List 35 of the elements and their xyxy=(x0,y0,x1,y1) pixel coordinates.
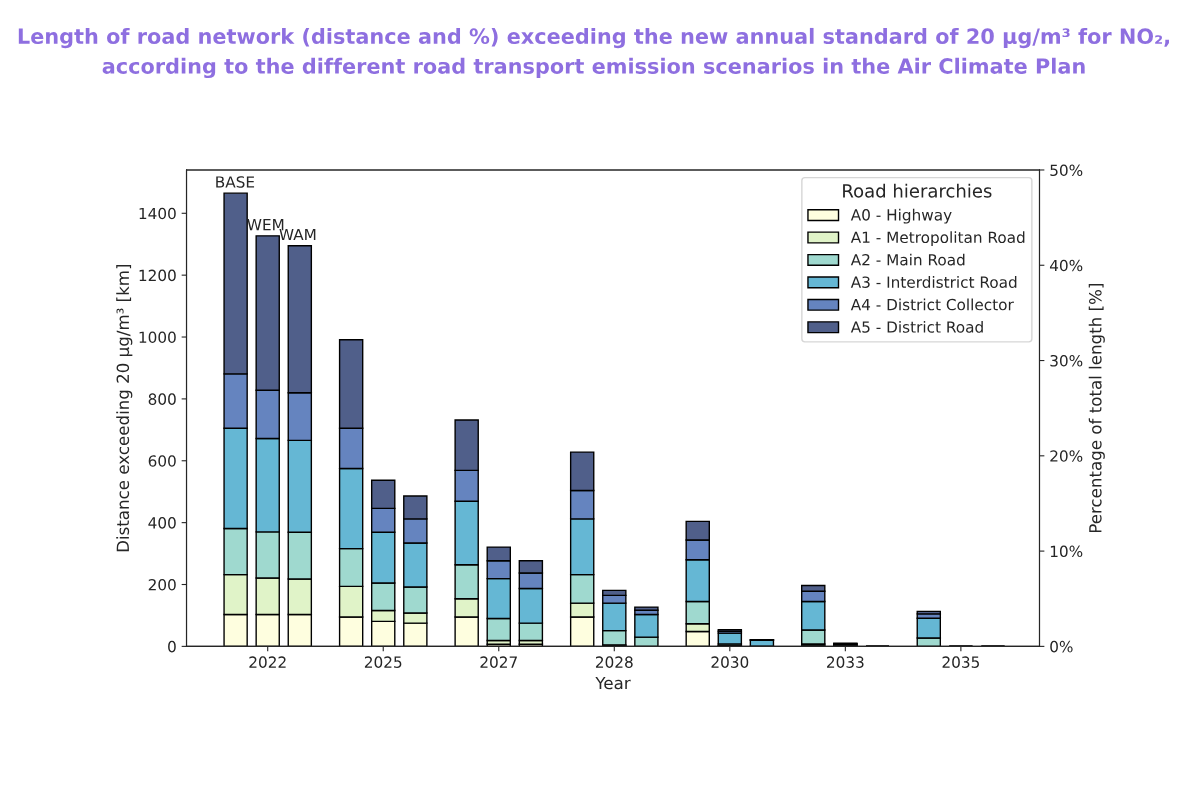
y2-tick-label: 30% xyxy=(1050,355,1083,367)
legend-label: A1 - Metropolitan Road xyxy=(850,231,1025,247)
annotation: WAM xyxy=(279,228,316,241)
x-tick-label: 2028 xyxy=(595,656,633,668)
legend-label: A3 - Interdistrict Road xyxy=(850,276,1017,288)
y-tick-label: 1200 xyxy=(139,269,176,282)
y-tick-label: 400 xyxy=(148,517,176,529)
y-tick-label: 0 xyxy=(168,640,176,653)
y-tick-label: 1400 xyxy=(139,207,176,220)
legend-title: Road hierarchies xyxy=(843,183,992,198)
x-tick-label: 2030 xyxy=(711,656,749,668)
annotation: WEM xyxy=(247,219,284,231)
y-tick-label: 1000 xyxy=(139,331,176,344)
y-tick-label: 600 xyxy=(148,455,176,467)
y2-tick-label: 50% xyxy=(1050,164,1083,176)
y2-axis-title: Percentage of total length [%] xyxy=(1088,284,1105,533)
x-tick-label: 2035 xyxy=(942,656,979,668)
annotation: BASE xyxy=(216,176,255,188)
legend-label: A5 - District Road xyxy=(850,320,983,333)
y-tick-label: 200 xyxy=(148,578,176,591)
y2-tick-label: 40% xyxy=(1049,259,1083,272)
y2-tick-label: 10% xyxy=(1050,545,1083,558)
legend-label: A4 - District Collector xyxy=(850,298,1014,311)
x-tick-label: 2022 xyxy=(249,656,286,668)
y2-tick-label: 20% xyxy=(1050,450,1083,462)
x-tick-label: 2027 xyxy=(480,656,517,668)
chart-title: Length of road network (distance and %) exceeding the new annual standard of 20 µg/m³ for NO₂, according to the different road transport emission scenarios in the Air Climate Plan xyxy=(18,27,1169,79)
x-tick-label: 2025 xyxy=(364,656,402,668)
x-tick-label: 2033 xyxy=(827,656,864,668)
y-axis-title: Distance exceeding 20 μg/m³ [km] xyxy=(116,264,133,552)
y-tick-label: 800 xyxy=(148,393,176,405)
legend-label: A0 - Highway xyxy=(850,208,952,224)
legend-label: A2 - Main Road xyxy=(850,253,965,266)
y2-tick-label: 0% xyxy=(1050,640,1073,653)
x-axis-title: Year xyxy=(595,676,631,690)
